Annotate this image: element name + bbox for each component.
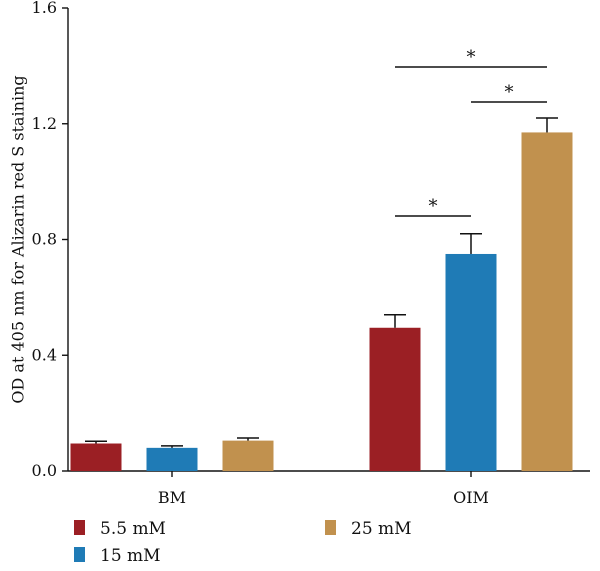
bar [222,440,274,471]
x-axis: BM OIM [68,470,590,507]
significance-label: * [429,196,438,217]
x-tick-label: OIM [453,488,489,507]
legend-swatch [325,520,336,535]
y-tick-label: 0.8 [32,230,57,249]
legend-label: 25 mM [351,519,412,539]
significance-label: * [505,82,514,103]
y-axis: 0.0 0.4 0.8 1.2 1.6 [32,0,69,480]
legend: 5.5 mM 15 mM 25 mM [74,519,412,566]
legend-label: 5.5 mM [100,519,166,539]
bar [521,132,573,471]
significance-annotations: * * * [395,47,547,217]
legend-swatch [74,520,85,535]
x-tick-label: BM [158,488,186,507]
y-tick-label: 1.2 [32,114,57,133]
legend-swatch [74,547,85,562]
bars [70,117,573,471]
bar [146,447,198,471]
y-tick-label: 0.0 [32,461,57,480]
significance-label: * [467,47,476,68]
y-axis-label: OD at 405 nm for Alizarin red S staining [9,75,28,403]
legend-label: 15 mM [100,546,161,566]
y-tick-label: 0.4 [32,345,57,364]
bar [70,443,122,471]
bar [445,253,497,471]
y-tick-label: 1.6 [32,0,57,17]
bar [369,327,421,471]
